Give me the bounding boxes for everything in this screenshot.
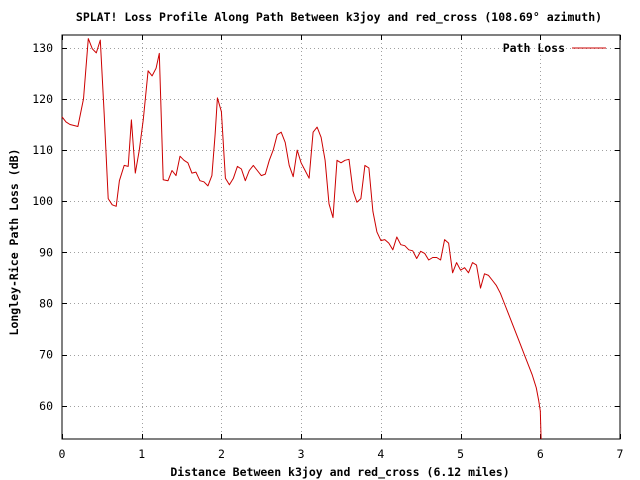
chart-title: SPLAT! Loss Profile Along Path Between k…: [76, 10, 602, 25]
y-tick-label: 60: [39, 399, 53, 413]
x-tick-labels: 0 1 2 3 4 5 6 7: [59, 447, 624, 461]
y-tick-label: 120: [32, 92, 53, 106]
x-tick-label: 6: [537, 447, 544, 461]
y-tick-label: 110: [32, 143, 53, 157]
x-tick-label: 5: [457, 447, 464, 461]
y-axis-label: Longley-Rice Path Loss (dB): [7, 149, 21, 336]
y-tick-labels: 60 70 80 90 100 110 120 130: [32, 41, 53, 413]
x-tick-label: 7: [617, 447, 624, 461]
y-tick-label: 130: [32, 41, 53, 55]
x-tick-label: 2: [218, 447, 225, 461]
x-tick-label: 4: [377, 447, 384, 461]
x-tick-label: 0: [59, 447, 66, 461]
y-tick-label: 80: [39, 296, 53, 310]
x-tick-label: 1: [138, 447, 145, 461]
grid-lines: [62, 35, 620, 439]
x-tick-label: 3: [298, 447, 305, 461]
plot-frame: [61, 34, 621, 440]
legend: Path Loss: [503, 41, 606, 55]
legend-label: Path Loss: [503, 41, 565, 55]
y-tick-label: 90: [39, 245, 53, 259]
y-tick-label: 70: [39, 348, 53, 362]
axis-ticks: [62, 35, 621, 439]
x-axis-label: Distance Between k3joy and red_cross (6.…: [170, 465, 509, 480]
y-tick-label: 100: [32, 194, 53, 208]
path-loss-line: [61, 38, 542, 440]
